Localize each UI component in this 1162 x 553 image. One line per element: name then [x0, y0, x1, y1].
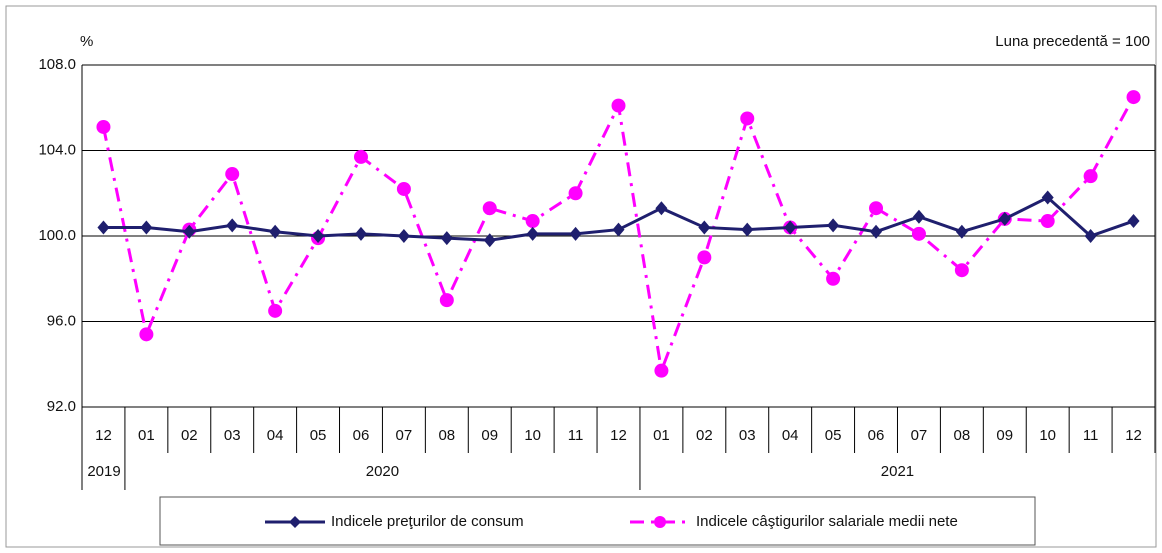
- y-tick-label: 92.0: [47, 398, 76, 415]
- x-tick-label: 03: [224, 427, 241, 444]
- x-tick-label: 07: [396, 427, 413, 444]
- x-tick-label: 05: [310, 427, 327, 444]
- data-point: [226, 218, 239, 233]
- data-point: [526, 226, 539, 241]
- data-point: [140, 220, 153, 235]
- data-point: [482, 201, 497, 216]
- data-point: [353, 149, 368, 164]
- x-tick-label: 01: [653, 427, 670, 444]
- data-point: [312, 229, 325, 243]
- data-point: [912, 209, 925, 224]
- x-tick-label: 06: [868, 427, 885, 444]
- x-tick-label: 06: [353, 427, 370, 444]
- y-tick-label: 96.0: [47, 312, 76, 329]
- data-point: [826, 271, 841, 286]
- data-point: [268, 303, 283, 318]
- x-tick-label: 12: [95, 427, 112, 444]
- legend-label: Indicele preţurilor de consum: [331, 513, 524, 530]
- data-point: [827, 218, 840, 233]
- data-point: [569, 226, 582, 241]
- data-point: [1040, 214, 1055, 229]
- data-point: [354, 226, 367, 241]
- data-point: [1083, 169, 1098, 184]
- data-point: [655, 201, 668, 216]
- data-point: [998, 211, 1011, 226]
- data-point: [697, 250, 712, 265]
- data-point: [483, 233, 496, 248]
- data-point: [139, 327, 154, 342]
- data-point: [955, 224, 968, 239]
- data-point: [741, 222, 754, 237]
- x-tick-label: 05: [825, 427, 842, 444]
- data-point: [396, 181, 411, 196]
- x-tick-label: 08: [954, 427, 971, 444]
- data-point: [439, 293, 454, 308]
- x-tick-label: 09: [481, 427, 498, 444]
- data-point: [397, 229, 410, 243]
- data-point: [96, 119, 111, 134]
- data-point: [1126, 90, 1141, 105]
- data-point: [525, 214, 540, 229]
- x-tick-label: 10: [1039, 427, 1056, 444]
- data-point: [1084, 229, 1097, 243]
- data-point: [612, 222, 625, 237]
- data-point: [269, 224, 282, 239]
- x-tick-label: 11: [1083, 427, 1099, 444]
- unit-label: %: [80, 33, 93, 50]
- data-point: [740, 111, 755, 126]
- data-point: [954, 263, 969, 278]
- x-tick-label: 09: [996, 427, 1013, 444]
- y-tick-label: 108.0: [38, 56, 76, 73]
- x-tick-label: 08: [438, 427, 455, 444]
- data-point: [440, 231, 453, 246]
- x-tick-label: 04: [782, 427, 799, 444]
- x-tick-label: 02: [181, 427, 198, 444]
- data-point: [870, 224, 883, 239]
- legend-marker: [654, 516, 666, 528]
- data-point: [97, 220, 110, 235]
- data-point: [1041, 190, 1054, 205]
- x-tick-label: 07: [911, 427, 928, 444]
- legend-marker: [289, 516, 301, 528]
- x-tick-label: 03: [739, 427, 756, 444]
- x-tick-label: 10: [524, 427, 541, 444]
- data-point: [225, 167, 240, 182]
- data-point: [183, 224, 196, 239]
- x-tick-label: 04: [267, 427, 284, 444]
- year-label: 2019: [87, 463, 120, 480]
- data-point: [1127, 214, 1140, 229]
- year-label: 2020: [366, 463, 399, 480]
- x-tick-label: 11: [568, 427, 584, 444]
- data-point: [869, 201, 884, 216]
- data-point: [654, 363, 669, 378]
- annotation: Luna precedentă = 100: [995, 33, 1150, 50]
- data-point: [784, 220, 797, 235]
- x-tick-label: 02: [696, 427, 713, 444]
- x-tick-label: 01: [138, 427, 155, 444]
- y-tick-label: 100.0: [38, 227, 76, 244]
- data-point: [911, 226, 926, 241]
- data-point: [698, 220, 711, 235]
- chart-frame: [5, 5, 1157, 548]
- data-point: [611, 98, 626, 113]
- x-tick-label: 12: [1125, 427, 1142, 444]
- year-label: 2021: [881, 463, 914, 480]
- y-tick-label: 104.0: [38, 141, 76, 158]
- data-point: [568, 186, 583, 201]
- x-tick-label: 12: [610, 427, 627, 444]
- legend-label: Indicele câştigurilor salariale medii ne…: [696, 513, 958, 530]
